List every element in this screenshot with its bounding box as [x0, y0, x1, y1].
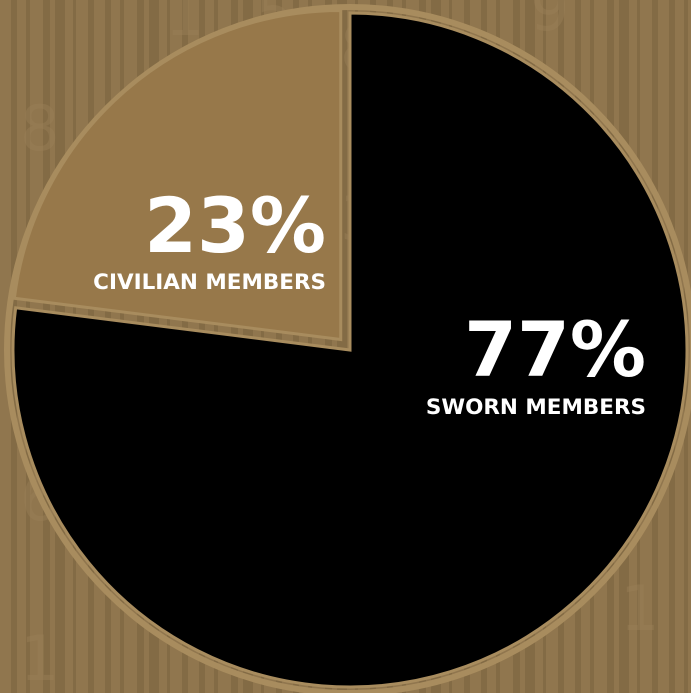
pie-slice-civilian-members: [12, 8, 343, 342]
background-stripe: [688, 0, 691, 693]
watermark-digit: 1: [20, 622, 59, 693]
civilian-label-group: 23% CIVILIAN MEMBERS: [93, 181, 326, 295]
civilian-percent-label: 23%: [144, 181, 326, 270]
sworn-members-label: SWORN MEMBERS: [426, 395, 646, 420]
background-stripe: [337, 0, 347, 693]
pie-slices: [11, 8, 689, 689]
watermark-digit: 8: [20, 92, 59, 165]
sworn-percent-label: 77%: [464, 305, 646, 394]
background-stripe: [332, 0, 337, 693]
civilian-members-label: CIVILIAN MEMBERS: [93, 270, 326, 295]
watermark-digit: 9: [530, 0, 569, 45]
pie-slice-sworn-members: [11, 11, 689, 689]
watermark-digit: 1: [620, 572, 659, 645]
pie-rim: [4, 4, 691, 693]
sworn-label-group: 77% SWORN MEMBERS: [426, 305, 646, 420]
